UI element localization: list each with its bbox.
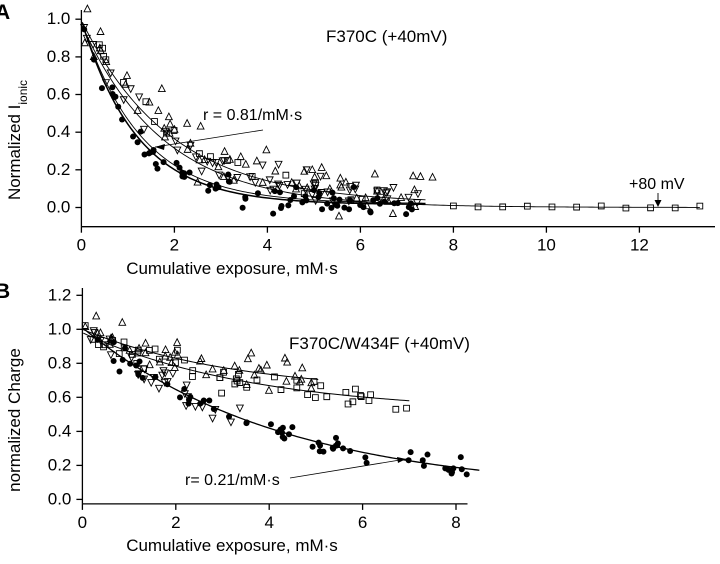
svg-text:8: 8	[451, 513, 460, 532]
svg-text:0.4: 0.4	[47, 122, 71, 141]
svg-text:+80 mV: +80 mV	[629, 176, 685, 193]
svg-text:8: 8	[449, 236, 458, 255]
svg-text:0: 0	[77, 236, 86, 255]
svg-text:1.0: 1.0	[48, 319, 72, 338]
svg-text:0.6: 0.6	[47, 85, 71, 104]
svg-text:4: 4	[264, 513, 273, 532]
svg-text:0: 0	[78, 513, 87, 532]
svg-text:F370C (+40mV): F370C (+40mV)	[326, 27, 447, 46]
svg-text:A: A	[0, 1, 10, 24]
svg-text:0.2: 0.2	[48, 455, 72, 474]
svg-text:0.2: 0.2	[47, 160, 71, 179]
svg-text:B: B	[0, 280, 10, 303]
svg-text:2: 2	[171, 513, 180, 532]
svg-text:normalized Charge: normalized Charge	[5, 348, 24, 492]
svg-text:12: 12	[630, 236, 649, 255]
svg-text:1.0: 1.0	[47, 9, 71, 28]
svg-text:r= 0.21/mM·s: r= 0.21/mM·s	[185, 472, 280, 489]
svg-text:6: 6	[358, 513, 367, 532]
svg-text:0.8: 0.8	[47, 47, 71, 66]
svg-text:6: 6	[356, 236, 365, 255]
svg-text:0.0: 0.0	[48, 489, 72, 508]
svg-text:10: 10	[537, 236, 556, 255]
svg-text:0.4: 0.4	[48, 421, 72, 440]
svg-text:r = 0.81/mM·s: r = 0.81/mM·s	[203, 107, 302, 124]
svg-text:F370C/W434F (+40mV): F370C/W434F (+40mV)	[289, 334, 470, 353]
svg-text:Cumulative exposure, mM·s: Cumulative exposure, mM·s	[126, 259, 338, 278]
svg-text:4: 4	[263, 236, 272, 255]
svg-text:1.2: 1.2	[48, 285, 72, 304]
svg-text:Cumulative exposure, mM·s: Cumulative exposure, mM·s	[126, 536, 338, 555]
svg-text:0.8: 0.8	[48, 353, 72, 372]
svg-text:2: 2	[170, 236, 179, 255]
svg-text:0.6: 0.6	[48, 387, 72, 406]
svg-text:0.0: 0.0	[47, 198, 71, 217]
